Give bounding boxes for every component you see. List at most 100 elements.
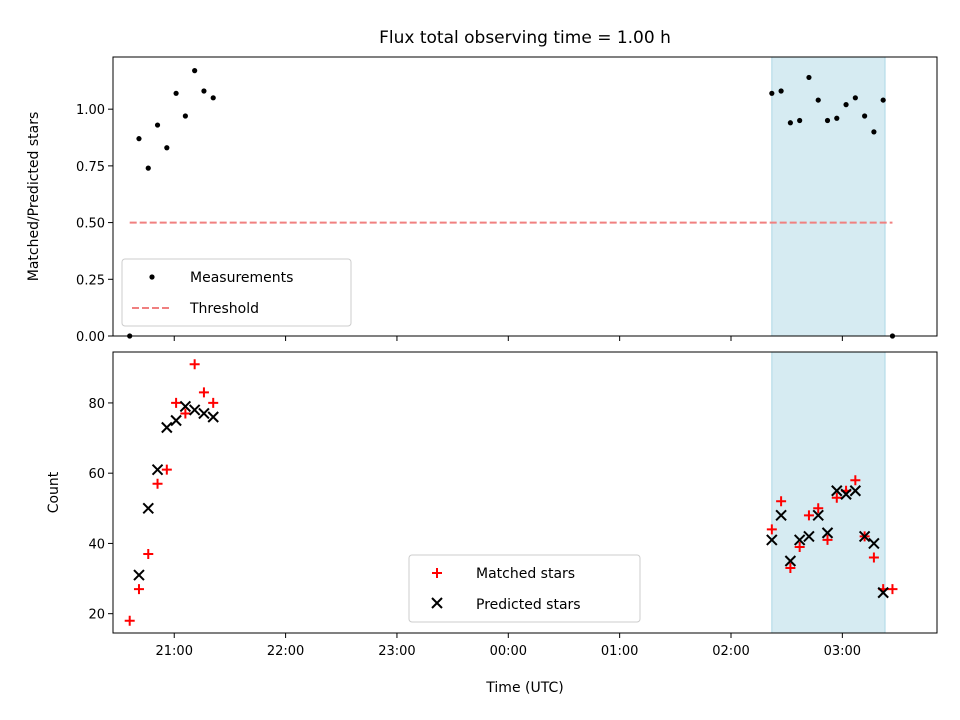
top-panel: 0.00 0.25 0.50 0.75 1.00 Matched/Predicted st… (26, 56, 938, 345)
predicted-star-point (877, 586, 889, 599)
matched-star-point (803, 510, 814, 521)
measurement-point (871, 129, 877, 135)
measurement-point (173, 90, 179, 96)
shaded-interval (771, 56, 886, 337)
y-tick-label: 0.50 (76, 217, 105, 232)
predicted-star-point (784, 555, 797, 567)
x-tick-label: 23:00 (378, 644, 415, 659)
x-tick-label: 03:00 (824, 644, 861, 659)
legend-predicted-marker (431, 597, 443, 609)
legend-measurements-label: Measurements (190, 270, 293, 286)
predicted-star-point (849, 485, 862, 497)
measurement-point (154, 122, 161, 128)
bottom-panel: 21:00 22:00 23:00 00:00 01:00 02:00 03:00 20 40 6… (46, 351, 938, 696)
matched-star-point (766, 524, 777, 535)
matched-star-point (180, 408, 191, 419)
matched-star-point (143, 548, 154, 559)
measurement-point (862, 113, 868, 119)
matched-star-point (161, 464, 172, 475)
measurement-point (824, 117, 831, 124)
predicted-star-point (858, 530, 871, 543)
y-tick-label: 40 (88, 537, 105, 552)
y-tick-label: 0.25 (76, 273, 105, 288)
y-tick-label: 20 (88, 608, 105, 623)
x-tick-label: 00:00 (490, 644, 527, 659)
predicted-star-point (207, 411, 219, 423)
predicted-star-point (198, 407, 210, 420)
y-tick-label: 1.00 (76, 103, 105, 118)
y-tick-label: 0.75 (76, 160, 105, 175)
x-tick-label: 02:00 (712, 644, 749, 659)
matched-star-point (785, 563, 796, 574)
matched-star-point (850, 475, 861, 486)
matched-star-point (171, 397, 182, 408)
predicted-star-point (868, 537, 880, 550)
legend-measurement-marker (149, 274, 155, 280)
measurement-point (834, 115, 840, 121)
matched-star-point (198, 387, 209, 398)
predicted-star-point (133, 569, 145, 581)
legend-matched-label: Matched stars (476, 566, 575, 582)
measurement-point (210, 95, 216, 101)
measurement-point (769, 90, 775, 96)
measurement-point (806, 74, 812, 81)
measurement-point (787, 120, 793, 126)
y-axis-label: Matched/Predicted stars (26, 112, 42, 282)
y-tick-label: 80 (88, 397, 105, 412)
legend: Matched stars Predicted stars (408, 554, 641, 623)
shaded-interval (771, 351, 886, 634)
measurement-point (852, 95, 858, 101)
axes-frame (112, 351, 938, 634)
matched-star-point (887, 584, 898, 595)
measurement-point (778, 88, 784, 94)
predicted-star-point (170, 414, 182, 427)
matched-star-point (776, 496, 787, 507)
axes-frame (112, 56, 938, 337)
plot-area (124, 359, 898, 626)
predicted-star-point (188, 404, 201, 416)
measurement-point (797, 117, 803, 124)
predicted-star-point (142, 502, 154, 515)
measurement-point (201, 88, 207, 94)
predicted-star-point (821, 527, 834, 539)
y-tick-label: 0.00 (76, 330, 105, 345)
predicted-star-point (179, 400, 192, 413)
predicted-star-point (161, 421, 173, 434)
predicted-star-point (840, 488, 852, 500)
matched-star-point (124, 615, 135, 626)
predicted-star-point (793, 534, 806, 546)
predicted-star-point (775, 509, 787, 522)
measurement-point (164, 145, 170, 151)
predicted-star-point (831, 485, 843, 497)
measurement-point (182, 113, 188, 119)
matched-star-point (189, 359, 200, 370)
x-axis-label: Time (UTC) (485, 680, 563, 696)
matched-star-point (208, 397, 219, 408)
x-tick-label: 01:00 (601, 644, 638, 659)
legend-threshold-label: Threshold (189, 301, 259, 317)
measurement-point (843, 102, 849, 108)
x-tick-label: 22:00 (267, 644, 304, 659)
measurement-point (815, 97, 821, 103)
matched-star-point (133, 584, 144, 595)
predicted-star-point (766, 534, 778, 546)
matched-star-point (813, 503, 824, 514)
predicted-star-point (803, 530, 815, 543)
matched-star-point (831, 492, 842, 503)
x-tick-label: 21:00 (156, 644, 193, 659)
legend: Measurements Threshold (121, 258, 352, 327)
matched-star-point (152, 478, 163, 489)
measurement-point (192, 68, 198, 74)
measurement-point (136, 136, 142, 142)
matched-star-point (794, 541, 805, 552)
y-tick-label: 60 (88, 467, 105, 482)
y-axis-label: Count (46, 471, 62, 513)
legend-predicted-label: Predicted stars (476, 597, 581, 613)
predicted-star-point (151, 463, 164, 476)
measurement-point (145, 165, 151, 171)
predicted-star-point (812, 509, 824, 522)
matched-star-point (868, 552, 879, 563)
matched-star-point (822, 534, 833, 545)
legend-matched-marker (432, 568, 442, 578)
